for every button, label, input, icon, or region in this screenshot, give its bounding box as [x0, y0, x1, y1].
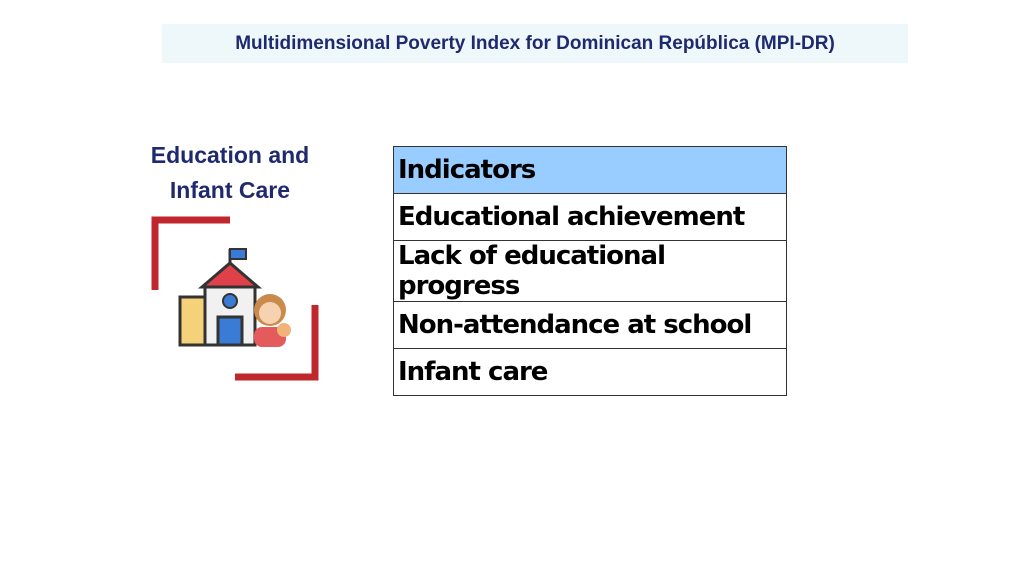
table-row: Non-attendance at school [393, 301, 787, 349]
table-header-row: Indicators [393, 146, 787, 194]
table-cell: Non-attendance at school [393, 301, 787, 349]
section-title: Education and Infant Care [130, 138, 330, 208]
page-title: Multidimensional Poverty Index for Domin… [162, 24, 908, 63]
section-title-line: Infant Care [169, 177, 291, 203]
section-title-line: Education and [150, 142, 310, 168]
table-cell: Educational achievement [393, 193, 787, 241]
icon [151, 216, 319, 381]
table-cell: Infant care [393, 348, 787, 396]
table-header: Indicators [393, 146, 787, 194]
table-row: Lack of educational progress [393, 240, 787, 302]
indicator-table: Indicators Educational achievement Lack … [393, 146, 787, 396]
table-row: Infant care [393, 348, 787, 396]
table-cell: Lack of educational progress [393, 240, 787, 302]
table-row: Educational achievement [393, 193, 787, 241]
